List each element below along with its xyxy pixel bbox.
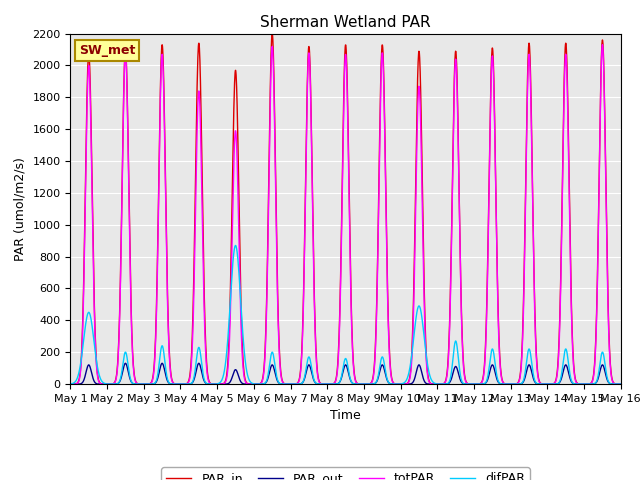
totPAR: [584, 381, 591, 387]
Line: PAR_in: PAR_in: [70, 34, 621, 384]
PAR_out: [617, 381, 625, 387]
Line: PAR_out: PAR_out: [70, 363, 621, 384]
totPAR: [220, 381, 228, 386]
difPAR: [584, 381, 591, 387]
totPAR: [374, 279, 381, 285]
PAR_out: [506, 381, 513, 387]
PAR_out: [362, 381, 369, 387]
PAR_in: [584, 381, 591, 387]
PAR_out: [220, 381, 228, 387]
PAR_out: [584, 381, 591, 387]
totPAR: [617, 381, 625, 387]
difPAR: [67, 381, 74, 387]
totPAR: [362, 381, 369, 387]
Legend: PAR_in, PAR_out, totPAR, difPAR: PAR_in, PAR_out, totPAR, difPAR: [161, 468, 530, 480]
PAR_out: [568, 380, 576, 386]
difPAR: [362, 381, 369, 387]
PAR_in: [617, 381, 625, 387]
difPAR: [374, 375, 381, 381]
PAR_in: [362, 381, 369, 387]
difPAR: [232, 242, 239, 248]
difPAR: [568, 380, 576, 385]
difPAR: [220, 371, 228, 376]
PAR_in: [568, 335, 576, 341]
PAR_out: [374, 377, 381, 383]
Text: SW_met: SW_met: [79, 44, 135, 57]
totPAR: [506, 381, 513, 387]
totPAR: [598, 42, 606, 48]
PAR_out: [122, 360, 129, 366]
Y-axis label: PAR (umol/m2/s): PAR (umol/m2/s): [14, 157, 27, 261]
PAR_in: [506, 381, 513, 387]
Title: Sherman Wetland PAR: Sherman Wetland PAR: [260, 15, 431, 30]
Line: totPAR: totPAR: [70, 45, 621, 384]
PAR_out: [67, 381, 74, 387]
difPAR: [506, 381, 513, 387]
totPAR: [67, 381, 74, 387]
PAR_in: [220, 381, 228, 386]
Line: difPAR: difPAR: [70, 245, 621, 384]
difPAR: [617, 381, 625, 387]
totPAR: [568, 334, 576, 339]
PAR_in: [67, 381, 74, 387]
PAR_in: [374, 258, 381, 264]
PAR_in: [268, 31, 276, 36]
X-axis label: Time: Time: [330, 409, 361, 422]
